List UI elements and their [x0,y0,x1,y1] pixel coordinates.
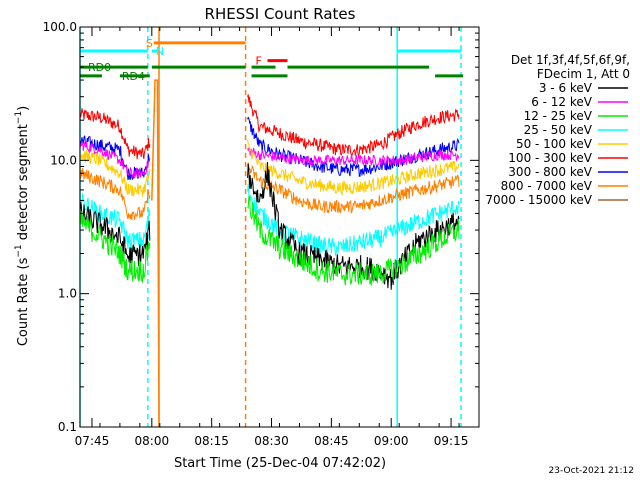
legend-entry-label: 800 - 7000 keV [501,179,593,193]
legend-entry-label: 25 - 50 keV [524,123,593,137]
legend-header-line: FDecim 1, Att 0 [537,67,630,81]
series-spike [151,79,160,428]
axes: 0.1 1.0 10.0 100.0 07:45 08:00 08:15 08:30 08:45… [43,20,480,448]
y-axis-label-part: detector segment [16,124,31,244]
y-axis-label-part: Count Rate (s [16,257,31,346]
flag-label: F [256,55,262,68]
series-line [247,162,460,215]
y-tick-label: 10.0 [50,153,77,167]
y-axis-label-part: ) [16,106,31,111]
y-tick-label: 0.1 [58,420,77,434]
series-line [79,202,151,268]
series-line [79,193,151,250]
x-tick-label: 08:00 [135,434,170,448]
x-tick-label: 09:00 [374,434,409,448]
y-axis-label-superscript: −1 [14,244,24,257]
legend-entry-label: 50 - 100 keV [516,137,593,151]
footer-timestamp: 23-Oct-2021 21:12 [548,466,634,476]
series-line [247,139,460,197]
x-axis-label: Start Time (25-Dec-04 07:42:02) [174,456,386,471]
legend-entry-label: 300 - 800 keV [508,165,592,179]
x-tick-label: 08:15 [194,434,229,448]
series-line [247,94,460,158]
series-line [247,195,460,286]
plot-area: NS F RD0 RD4 [79,27,464,428]
x-tick-label: 07:45 [75,434,110,448]
flag-label: RD0 [88,61,111,74]
x-tick-label: 09:15 [434,434,469,448]
series-line [247,146,460,167]
series-line [79,167,151,220]
legend-header-line: Det 1f,3f,4f,5f,6f,9f, [511,53,630,67]
legend-entry-label: 100 - 300 keV [508,151,592,165]
series-line [79,150,151,197]
legend: Det 1f,3f,4f,5f,6f,9f, FDecim 1, Att 0 3… [485,53,630,207]
legend-entry-label: 3 - 6 keV [539,81,593,95]
series-line [79,108,151,160]
flag-label: RD4 [122,70,145,83]
legend-entry-label: 7000 - 15000 keV [485,193,592,207]
series-line [247,162,460,290]
y-axis-label: Count Rate (s−1 detector segment−1) [14,106,31,346]
y-tick-label: 1.0 [58,287,77,301]
flag-label: S [146,37,153,50]
legend-entry-label: 12 - 25 keV [524,109,593,123]
series-line [79,141,151,179]
x-tick-label: 08:30 [254,434,289,448]
y-tick-label: 100.0 [43,20,77,34]
chart-title: RHESSI Count Rates [205,5,356,23]
series-line [79,209,151,284]
x-tick-label: 08:45 [314,434,349,448]
legend-entry-label: 6 - 12 keV [531,95,593,109]
y-axis-label-superscript: −1 [14,111,24,124]
flag-label: N [156,45,164,58]
